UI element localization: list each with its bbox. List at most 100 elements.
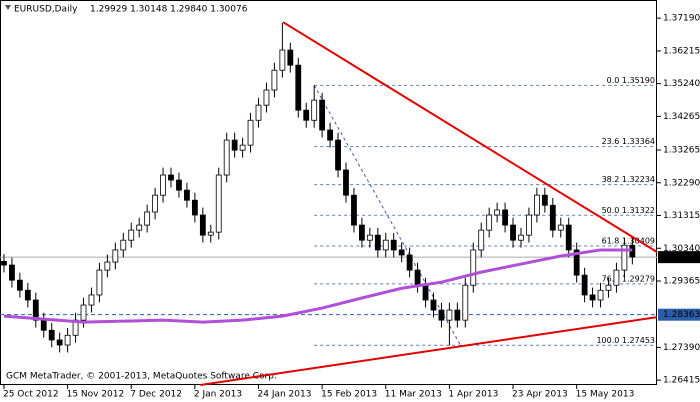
candle-body: [526, 214, 532, 236]
y-tick-label: 1.26415: [663, 376, 700, 386]
candle-body: [478, 229, 485, 251]
candle-body: [597, 289, 604, 301]
candle-body: [446, 309, 453, 321]
candle-body: [64, 334, 71, 346]
y-tick-label: 1.31315: [663, 211, 700, 221]
price-label: 1.30076: [663, 253, 700, 263]
candle-body: [295, 64, 302, 111]
candle-body: [406, 254, 413, 271]
candle-body: [351, 194, 357, 226]
candle-body: [287, 49, 294, 66]
y-tick-label: 1.33265: [663, 146, 700, 156]
candle-body: [263, 89, 270, 106]
candle-body: [541, 194, 548, 206]
candle-body: [557, 224, 564, 231]
x-tick-label: 15 Feb 2013: [321, 390, 377, 400]
x-tick-label: 1 Apr 2013: [448, 390, 498, 400]
y-tick-label: 1.36215: [663, 46, 700, 56]
candle-body: [414, 269, 421, 286]
candle-body: [589, 294, 596, 301]
fib-label: 76.4 1.29279: [602, 274, 655, 283]
moving-average: [3, 248, 633, 324]
candle-body: [343, 169, 349, 196]
level-label: 1.28363: [663, 310, 700, 320]
candle-body: [366, 234, 373, 241]
y-tick-label: 1.34265: [663, 112, 700, 122]
candle-body: [454, 309, 461, 321]
candle-body: [168, 174, 174, 181]
candle-body: [462, 284, 469, 321]
candle-body: [24, 289, 31, 301]
candle-body: [573, 249, 580, 276]
fib-label: 23.6 1.33364: [602, 137, 655, 146]
plot-frame: [0, 0, 657, 385]
x-tick-label: 7 Dec 2012: [130, 390, 182, 400]
x-tick-label: 24 Jan 2013: [258, 390, 312, 400]
candle-body: [223, 139, 230, 176]
candle-body: [16, 279, 23, 291]
candle-body: [279, 49, 286, 71]
candle-body: [621, 244, 628, 271]
candle-body: [390, 239, 397, 251]
candle-body: [96, 269, 103, 296]
candle-body: [327, 129, 333, 141]
candle-body: [335, 139, 341, 171]
candle-body: [382, 239, 389, 251]
x-tick-label: 15 May 2013: [576, 390, 635, 400]
candle-body: [581, 274, 588, 296]
candle-body: [422, 284, 429, 301]
candle-body: [374, 234, 381, 251]
candle-body: [271, 69, 278, 91]
x-tick-label: 23 Apr 2013: [512, 390, 568, 400]
candle-body: [231, 139, 238, 151]
x-tick-label: 11 Mar 2013: [385, 390, 442, 400]
candle-body: [565, 224, 572, 251]
candle-body: [32, 299, 39, 321]
candle-body: [486, 214, 493, 231]
fib-label: 0.0 1.35190: [607, 76, 655, 85]
candle-body: [518, 234, 524, 241]
candle-body: [255, 104, 262, 121]
candle-body: [9, 264, 15, 281]
candle-body: [311, 99, 318, 121]
candle-body: [160, 174, 166, 196]
trendline: [282, 21, 658, 253]
candle-body: [191, 199, 198, 216]
candle-body: [120, 239, 127, 251]
candle-body: [80, 304, 87, 321]
level-box: [658, 308, 700, 321]
candle-body: [319, 99, 326, 131]
candle-body: [48, 329, 55, 341]
price-box: [658, 251, 700, 264]
candle-body: [494, 209, 501, 216]
fib-label: 38.2 1.32234: [602, 175, 655, 184]
candle-body: [470, 249, 477, 286]
fib-label: 100.0 1.27453: [596, 336, 655, 345]
candle-body: [533, 194, 540, 216]
candle-body: [128, 229, 135, 241]
candle-body: [1, 260, 7, 266]
candle-body: [502, 209, 508, 226]
candle-body: [88, 294, 95, 306]
candle-body: [215, 174, 222, 233]
candle-body: [430, 299, 437, 311]
candle-body: [303, 109, 310, 121]
candle-body: [613, 269, 620, 286]
candle-body: [247, 119, 254, 146]
footer: GCM MetaTrader, © 2001-2013, MetaQuotes …: [6, 372, 277, 382]
candle-body: [104, 261, 111, 271]
candle-body: [549, 204, 556, 231]
x-tick-label: 2 Jan 2013: [194, 390, 242, 400]
y-tick-label: 1.37190: [663, 14, 700, 24]
candle-body: [510, 224, 516, 241]
candle-body: [144, 211, 151, 226]
y-tick-label: 1.30340: [663, 244, 700, 254]
candle-body: [56, 339, 63, 346]
y-tick-label: 1.27390: [663, 343, 700, 353]
candle-body: [152, 194, 159, 213]
chart-title: EURUSD,Daily: [14, 5, 78, 15]
candle-body: [438, 309, 445, 321]
candle-body: [359, 224, 365, 241]
candle-body: [40, 319, 47, 331]
